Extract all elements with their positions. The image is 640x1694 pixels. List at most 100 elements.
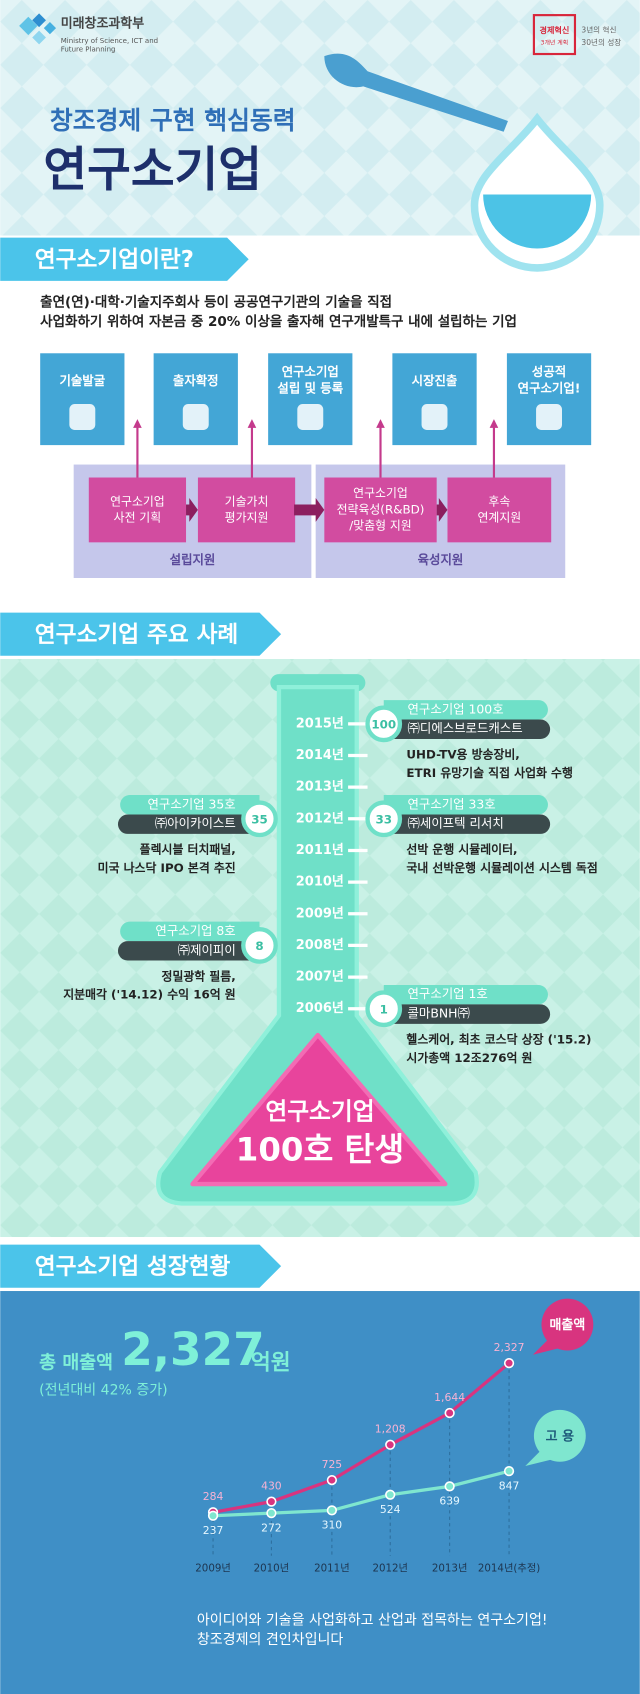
year-label: 2011년 (296, 843, 344, 858)
legend-label: 고 용 (546, 1428, 574, 1444)
x-tick-label: 2009년 (195, 1563, 231, 1575)
support-arrow (436, 498, 448, 522)
support-box (88, 477, 187, 543)
step-label: 설립 및 등록 (277, 380, 343, 395)
ministry-en: Ministry of Science, ICT and (61, 36, 158, 45)
series-line (212, 1361, 511, 1514)
data-label: 725 (322, 1458, 343, 1471)
step-icon (69, 404, 96, 430)
support-arrow (186, 498, 198, 522)
data-label: 237 (203, 1524, 224, 1537)
data-point (503, 1466, 515, 1477)
total-change: (전년대비 42% 증가) (39, 1382, 168, 1398)
data-point (266, 1496, 277, 1507)
case-title: 연구소기업 1호 (408, 986, 488, 1001)
year-label: 2012년 (296, 811, 344, 826)
step-arrow: → (485, 390, 498, 408)
case-title-bg (383, 795, 548, 815)
case-desc: ETRI 유망기술 직접 사업화 수행 (406, 766, 573, 780)
data-point (266, 1508, 277, 1519)
data-label: 1,208 (375, 1423, 406, 1436)
case-title-bg (383, 984, 548, 1005)
case-company: ㈜아이카이스트 (155, 816, 236, 831)
case-company: ㈜디에스브로드캐스트 (408, 721, 523, 736)
badge-text: 3개년 계획 (541, 39, 569, 47)
year-label: 2008년 (296, 938, 344, 953)
definition-text: 사업화하기 위하여 자본금 중 20% 이상을 출자해 연구개발특구 내에 설립… (40, 313, 517, 330)
total-value: 2,327 (121, 1323, 264, 1376)
step-icon (182, 404, 209, 430)
data-point (326, 1474, 338, 1486)
badge-frame (532, 14, 577, 56)
legend-bubble (533, 1409, 586, 1462)
dropper (324, 53, 508, 132)
case-badge (365, 990, 403, 1028)
case-desc: 플렉시블 터치패널, (140, 843, 236, 857)
section-banner (0, 1244, 282, 1288)
year-label: 2006년 (296, 1001, 344, 1016)
step-label: 기술발굴 (59, 373, 105, 388)
support-label: 설립지원 (170, 552, 216, 567)
x-tick-label: 2014년(추정) (478, 1563, 540, 1575)
step-label: 시장진출 (412, 373, 458, 388)
up-arrow-head (489, 419, 499, 428)
case-title: 연구소기업 35호 (148, 796, 236, 811)
case-title: 연구소기업 100호 (408, 701, 504, 716)
case-company-bg (383, 719, 551, 739)
slogan: 3년의 혁신 (581, 24, 616, 34)
legend-label: 매출액 (550, 1317, 586, 1333)
case-desc: 미국 나스닥 IPO 본격 추진 (98, 861, 236, 875)
case-badge-number: 1 (380, 1002, 388, 1016)
support-box (324, 477, 437, 543)
step-label: 성공적 (532, 364, 566, 379)
case-desc: 정밀광학 필름, (162, 969, 236, 983)
case-badge-number: 33 (375, 812, 392, 826)
step-label: 연구소기업 (282, 364, 339, 379)
case-title: 연구소기업 8호 (155, 923, 235, 938)
case-company: ㈜세이프텍 리서치 (408, 816, 504, 831)
data-point (385, 1489, 396, 1500)
data-point (444, 1407, 455, 1419)
support-item: 전략육성(R&BD) (337, 502, 425, 516)
case-badge (365, 800, 403, 838)
data-point (444, 1481, 455, 1492)
support-item: 연구소기업 (110, 494, 165, 508)
step-box (40, 353, 125, 446)
support-label: 육성지원 (418, 552, 464, 567)
data-label: 524 (380, 1503, 401, 1516)
x-tick-label: 2012년 (372, 1563, 408, 1575)
closing-text: 창조경제의 견인차입니다 (197, 1632, 344, 1648)
case-desc: 헬스케어, 최초 코스닥 상장 ('15.2) (406, 1033, 591, 1047)
case-company: ㈜제이피이 (178, 942, 236, 957)
data-label: 284 (203, 1490, 224, 1503)
drop-water (483, 194, 592, 249)
case-badge-number: 35 (251, 812, 268, 826)
support-item: 사전 기획 (114, 511, 161, 525)
series-line (212, 1469, 510, 1518)
year-label: 2009년 (296, 906, 344, 921)
case-company-bg (383, 814, 551, 834)
data-label: 310 (322, 1519, 343, 1532)
data-point (385, 1439, 396, 1450)
case-badge (241, 927, 278, 964)
legend-tail (532, 1339, 559, 1355)
case-badge (241, 800, 278, 838)
subtitle: 창조경제 구현 핵심동력 (50, 106, 296, 135)
step-label: 출자확정 (173, 373, 219, 388)
case-desc: 국내 선박운행 시뮬레이션 시스템 독점 (406, 861, 597, 875)
data-label: 847 (499, 1479, 520, 1492)
case-company-bg (383, 1004, 551, 1024)
case-desc: 시가총액 12조276억 원 (406, 1051, 532, 1065)
support-item: 기술가치 (225, 494, 269, 508)
data-point (503, 1357, 515, 1369)
case-desc: 선박 운행 시뮬레이터, (406, 843, 517, 857)
case-badge-number: 8 (255, 939, 263, 953)
legend-bubble (541, 1298, 594, 1351)
case-title-bg (120, 795, 260, 815)
ministry-name: 미래창조과학부 (61, 15, 145, 31)
total-unit: 억원 (251, 1350, 291, 1375)
year-label: 2010년 (296, 875, 344, 890)
data-label: 2,327 (494, 1341, 525, 1354)
